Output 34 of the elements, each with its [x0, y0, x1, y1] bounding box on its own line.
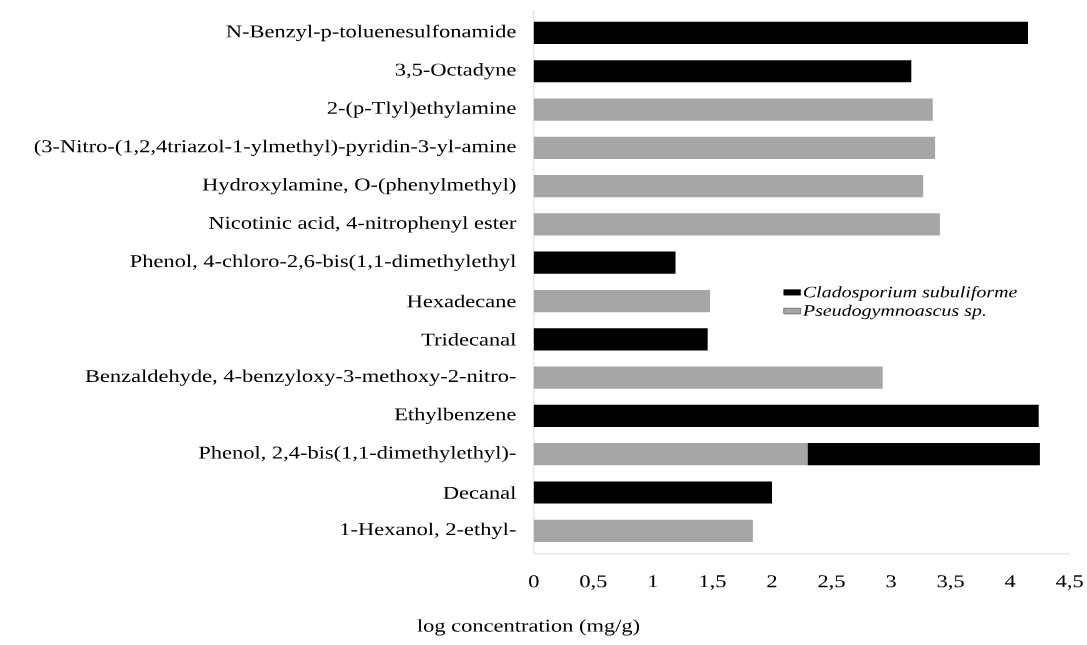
y-tick-label: Tridecanal	[421, 333, 516, 346]
x-tick-label: 3	[886, 575, 896, 588]
y-tick-label: Hydroxylamine, O-(phenylmethyl)	[202, 178, 516, 195]
x-tick-label: 0,5	[580, 575, 607, 591]
y-tick-label: N-Benzyl-p-toluenesulfonamide	[226, 24, 516, 42]
x-tick-label: 4	[1004, 575, 1016, 588]
x-tick-label: 1	[649, 575, 658, 588]
bar	[533, 328, 708, 351]
x-tick-label: 4,5	[1056, 575, 1083, 591]
y-tick-label: Nicotinic acid, 4-nitrophenyl ester	[209, 216, 517, 233]
legend-label: Pseudogymnoascus sp.	[802, 304, 986, 320]
bar	[807, 443, 1040, 466]
y-tick-label: Ethylbenzene	[394, 407, 516, 425]
bar	[533, 22, 1028, 45]
x-tick-label: 1,5	[700, 575, 726, 591]
y-tick-label: 1-Hexanol, 2-ethyl-	[341, 522, 516, 540]
y-tick-label: Phenol, 4-chloro-2,6-bis(1,1-dimethylethyl	[130, 254, 516, 272]
y-tick-label: Decanal	[443, 486, 516, 500]
x-tick-label: 2	[767, 575, 777, 588]
bar	[533, 405, 1039, 428]
bar	[533, 481, 772, 504]
bar	[533, 251, 676, 275]
x-tick-label: 2,5	[818, 575, 845, 591]
x-tick-label: 3,5	[937, 575, 964, 591]
x-tick-label: 0	[529, 575, 539, 588]
y-tick-label: Hexadecane	[407, 294, 516, 308]
y-tick-label: Phenol, 2,4-bis(1,1-dimethylethyl)-	[198, 446, 516, 463]
y-tick-label: 2-(p-Tlyl)ethylamine	[327, 101, 516, 118]
y-tick-label: Benzaldehyde, 4-benzyloxy-3-methoxy-2-nitro-	[85, 369, 516, 386]
bar	[533, 60, 912, 83]
y-tick-label: 3,5-Octadyne	[395, 63, 516, 80]
y-tick-label: (3-Nitro-(1,2,4triazol-1-ylmethyl)-pyridin-3-yl-amine	[34, 139, 516, 157]
x-axis-title: log concentration (mg/g)	[417, 619, 640, 636]
legend-label: Cladosporium subuliforme	[803, 286, 1017, 301]
